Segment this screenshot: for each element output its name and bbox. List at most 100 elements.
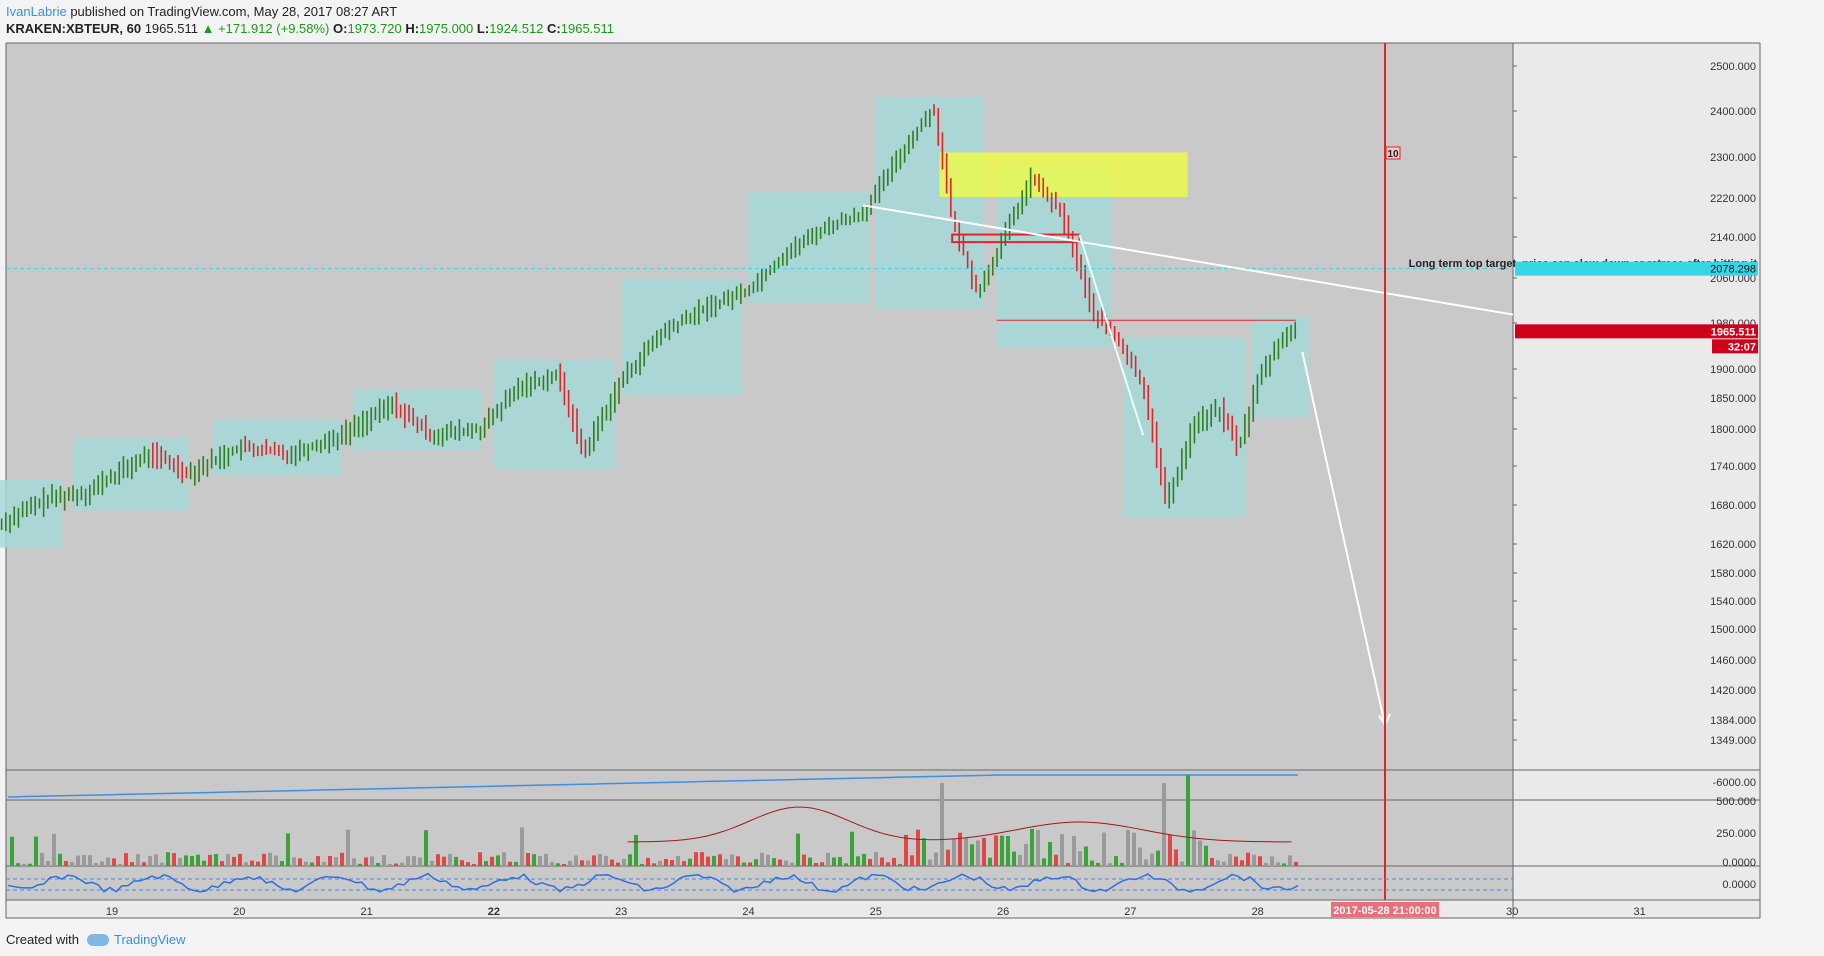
- tradingview-link[interactable]: TradingView: [86, 932, 186, 947]
- volume-bar: [1282, 863, 1286, 866]
- volume-bar: [706, 856, 710, 866]
- volume-bar: [664, 859, 668, 866]
- volume-bar: [1078, 851, 1082, 866]
- y-tick-label: 1850.000: [1710, 393, 1756, 405]
- volume-bar: [850, 831, 854, 866]
- volume-bar: [676, 856, 680, 866]
- x-tick-label: 25: [870, 906, 882, 918]
- volume-bar: [490, 856, 494, 866]
- volume-bar: [250, 860, 254, 866]
- volume-bar: [112, 858, 116, 866]
- volume-bar: [52, 833, 56, 866]
- volume-bar: [520, 827, 524, 866]
- volume-bar: [196, 854, 200, 866]
- volume-bar: [502, 852, 506, 866]
- volume-bar: [646, 857, 650, 866]
- y-tick-label: 1460.000: [1710, 655, 1756, 667]
- volume-bar: [232, 856, 236, 866]
- level-marker: [951, 233, 1081, 244]
- high-value: 1975.000: [419, 21, 474, 36]
- volume-bar: [658, 860, 662, 866]
- volume-bar: [304, 861, 308, 866]
- volume-bar: [274, 855, 278, 866]
- volume-bar: [394, 863, 398, 866]
- volume-bar: [994, 835, 998, 866]
- volume-bar: [916, 829, 920, 866]
- volume-bar: [268, 852, 272, 866]
- x-tick-label: 24: [742, 906, 754, 918]
- volume-bar: [616, 862, 620, 866]
- volume-bar: [736, 856, 740, 866]
- panel2-tick: 500.000: [1716, 796, 1756, 808]
- volume-bar: [640, 863, 644, 866]
- volume-bar: [154, 854, 158, 866]
- volume-bar: [970, 844, 974, 866]
- volume-bar: [1000, 835, 1004, 866]
- x-tick-label: 23: [615, 906, 627, 918]
- x-tick-label: 21: [360, 906, 372, 918]
- volume-bar: [352, 858, 356, 866]
- volume-bar: [1228, 854, 1232, 866]
- range-box: [875, 97, 985, 309]
- volume-bar: [514, 861, 518, 866]
- y-tick-label: 1420.000: [1710, 685, 1756, 697]
- volume-bar: [832, 857, 836, 866]
- volume-bar: [922, 838, 926, 866]
- volume-ma-line: [627, 806, 1292, 843]
- volume-bar: [688, 858, 692, 866]
- x-tick-label: 26: [997, 906, 1009, 918]
- volume-bar: [94, 862, 98, 866]
- volume-bar: [598, 853, 602, 866]
- x-tick-label: 27: [1124, 906, 1136, 918]
- y-tick-label: 1800.000: [1710, 424, 1756, 436]
- x-tick-label: 22: [488, 906, 500, 918]
- volume-bar: [718, 854, 722, 866]
- last-price-tag-label: 1965.511: [1711, 326, 1756, 338]
- volume-bar: [694, 852, 698, 866]
- publish-line: IvanLabrie published on TradingView.com,…: [6, 4, 397, 19]
- volume-bar: [226, 854, 230, 866]
- volume-bar: [1054, 854, 1058, 866]
- volume-bar: [46, 860, 50, 866]
- volume-bar: [88, 855, 92, 866]
- volume-bar: [562, 863, 566, 866]
- volume-bar: [1198, 840, 1202, 866]
- last-price: 1965.511: [144, 21, 198, 36]
- volume-bar: [142, 862, 146, 866]
- indicator-line-1: [7, 774, 1298, 798]
- volume-bar: [1006, 836, 1010, 866]
- author-link[interactable]: IvanLabrie: [6, 4, 67, 19]
- volume-bar: [1096, 862, 1100, 866]
- volume-bar: [1144, 859, 1148, 866]
- volume-bar: [526, 853, 530, 866]
- volume-bar: [508, 861, 512, 866]
- volume-bar: [982, 837, 986, 866]
- volume-bar: [334, 857, 338, 866]
- volume-bar: [310, 862, 314, 866]
- volume-bar: [28, 863, 32, 866]
- volume-bar: [532, 854, 536, 866]
- volume-bar: [1192, 830, 1196, 866]
- volume-bar: [952, 838, 956, 866]
- volume-bar: [862, 853, 866, 866]
- volume-bar: [430, 860, 434, 866]
- volume-bar: [472, 863, 476, 866]
- marker-label-box: [1385, 146, 1401, 160]
- volume-bar: [958, 832, 962, 866]
- volume-bar: [652, 863, 656, 866]
- volume-bar: [460, 860, 464, 866]
- date-tag: [1331, 902, 1439, 917]
- cloud-icon: [86, 933, 109, 946]
- volume-bar: [214, 854, 218, 866]
- volume-bar: [178, 857, 182, 866]
- volume-bar: [760, 852, 764, 866]
- volume-bar: [538, 856, 542, 866]
- volume-bar: [1186, 775, 1190, 866]
- volume-bar: [1126, 829, 1130, 866]
- volume-bar: [730, 854, 734, 866]
- volume-bar: [544, 853, 548, 866]
- volume-bar: [1120, 862, 1124, 866]
- publish-info: published on TradingView.com, May 28, 20…: [66, 4, 398, 19]
- volume-bar: [1216, 860, 1220, 866]
